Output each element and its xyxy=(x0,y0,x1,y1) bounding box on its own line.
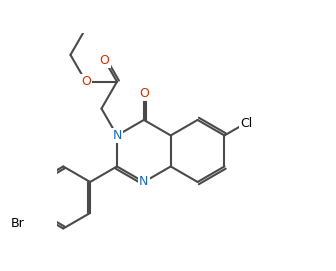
Text: Cl: Cl xyxy=(240,117,252,130)
Text: N: N xyxy=(112,129,122,142)
Text: N: N xyxy=(139,176,149,188)
Text: O: O xyxy=(139,87,149,100)
Text: Br: Br xyxy=(11,217,25,230)
Text: O: O xyxy=(81,75,91,88)
Text: O: O xyxy=(100,54,110,67)
